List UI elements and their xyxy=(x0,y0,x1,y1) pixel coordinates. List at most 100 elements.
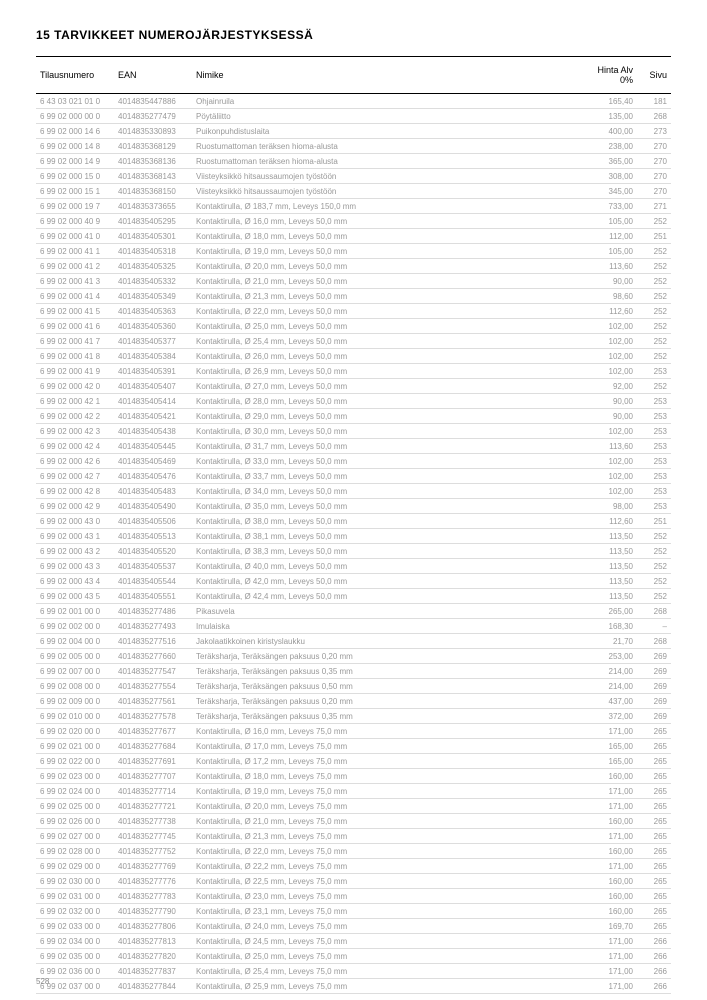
table-row: 6 99 02 026 00 04014835277738Kontaktirul… xyxy=(36,814,671,829)
cell-nimike: Kontaktirulla, Ø 38,0 mm, Leveys 50,0 mm xyxy=(192,514,591,529)
cell-sivu: 265 xyxy=(637,769,671,784)
cell-sivu: 266 xyxy=(637,949,671,964)
cell-nimike: Kontaktirulla, Ø 35,0 mm, Leveys 50,0 mm xyxy=(192,499,591,514)
cell-ean: 4014835405483 xyxy=(114,484,192,499)
cell-nimike: Kontaktirulla, Ø 17,0 mm, Leveys 75,0 mm xyxy=(192,739,591,754)
table-row: 6 99 02 033 00 04014835277806Kontaktirul… xyxy=(36,919,671,934)
table-row: 6 99 02 000 43 44014835405544Kontaktirul… xyxy=(36,574,671,589)
cell-hinta: 160,00 xyxy=(591,904,637,919)
cell-ean: 4014835277516 xyxy=(114,634,192,649)
cell-sivu: 265 xyxy=(637,814,671,829)
cell-tilaus: 6 99 02 000 43 3 xyxy=(36,559,114,574)
table-row: 6 99 02 021 00 04014835277684Kontaktirul… xyxy=(36,739,671,754)
cell-sivu: 253 xyxy=(637,394,671,409)
cell-sivu: 253 xyxy=(637,469,671,484)
cell-hinta: 113,60 xyxy=(591,259,637,274)
cell-tilaus: 6 99 02 023 00 0 xyxy=(36,769,114,784)
cell-nimike: Kontaktirulla, Ø 40,0 mm, Leveys 50,0 mm xyxy=(192,559,591,574)
cell-ean: 4014835277660 xyxy=(114,649,192,664)
table-row: 6 99 02 000 42 84014835405483Kontaktirul… xyxy=(36,484,671,499)
cell-ean: 4014835405363 xyxy=(114,304,192,319)
cell-sivu: 253 xyxy=(637,484,671,499)
cell-hinta: 160,00 xyxy=(591,814,637,829)
cell-hinta: 171,00 xyxy=(591,964,637,979)
table-row: 6 99 02 034 00 04014835277813Kontaktirul… xyxy=(36,934,671,949)
cell-hinta: 135,00 xyxy=(591,109,637,124)
cell-ean: 4014835405407 xyxy=(114,379,192,394)
cell-nimike: Pikasuvela xyxy=(192,604,591,619)
cell-tilaus: 6 99 02 000 15 0 xyxy=(36,169,114,184)
cell-hinta: 113,50 xyxy=(591,544,637,559)
cell-sivu: 252 xyxy=(637,304,671,319)
cell-sivu: 266 xyxy=(637,979,671,994)
cell-ean: 4014835405421 xyxy=(114,409,192,424)
table-row: 6 99 02 005 00 04014835277660Teräksharja… xyxy=(36,649,671,664)
cell-tilaus: 6 99 02 000 41 4 xyxy=(36,289,114,304)
cell-sivu: 265 xyxy=(637,889,671,904)
cell-nimike: Kontaktirulla, Ø 26,0 mm, Leveys 50,0 mm xyxy=(192,349,591,364)
cell-nimike: Pöytäliitto xyxy=(192,109,591,124)
cell-tilaus: 6 99 02 034 00 0 xyxy=(36,934,114,949)
cell-sivu: 265 xyxy=(637,739,671,754)
table-header-row: Tilausnumero EAN Nimike Hinta Alv 0% Siv… xyxy=(36,57,671,94)
cell-hinta: 90,00 xyxy=(591,394,637,409)
cell-ean: 4014835330893 xyxy=(114,124,192,139)
cell-hinta: 171,00 xyxy=(591,784,637,799)
table-row: 6 99 02 000 42 24014835405421Kontaktirul… xyxy=(36,409,671,424)
cell-ean: 4014835405295 xyxy=(114,214,192,229)
cell-nimike: Kontaktirulla, Ø 22,0 mm, Leveys 50,0 mm xyxy=(192,304,591,319)
cell-tilaus: 6 99 02 010 00 0 xyxy=(36,709,114,724)
cell-hinta: 112,00 xyxy=(591,229,637,244)
table-row: 6 99 02 000 42 74014835405476Kontaktirul… xyxy=(36,469,671,484)
cell-tilaus: 6 99 02 028 00 0 xyxy=(36,844,114,859)
cell-hinta: 165,00 xyxy=(591,754,637,769)
table-row: 6 99 02 000 42 04014835405407Kontaktirul… xyxy=(36,379,671,394)
cell-hinta: 102,00 xyxy=(591,349,637,364)
cell-ean: 4014835405445 xyxy=(114,439,192,454)
table-row: 6 43 03 021 01 04014835447886Ohjainruila… xyxy=(36,94,671,109)
cell-ean: 4014835277493 xyxy=(114,619,192,634)
cell-sivu: 252 xyxy=(637,319,671,334)
cell-nimike: Kontaktirulla, Ø 30,0 mm, Leveys 50,0 mm xyxy=(192,424,591,439)
cell-tilaus: 6 99 02 004 00 0 xyxy=(36,634,114,649)
cell-tilaus: 6 99 02 009 00 0 xyxy=(36,694,114,709)
cell-nimike: Kontaktirulla, Ø 25,4 mm, Leveys 75,0 mm xyxy=(192,964,591,979)
cell-hinta: 102,00 xyxy=(591,484,637,499)
cell-ean: 4014835405414 xyxy=(114,394,192,409)
table-row: 6 99 02 000 42 44014835405445Kontaktirul… xyxy=(36,439,671,454)
table-row: 6 99 02 020 00 04014835277677Kontaktirul… xyxy=(36,724,671,739)
cell-nimike: Teräksharja, Teräksängen paksuus 0,35 mm xyxy=(192,664,591,679)
cell-ean: 4014835405544 xyxy=(114,574,192,589)
table-row: 6 99 02 007 00 04014835277547Teräksharja… xyxy=(36,664,671,679)
table-row: 6 99 02 002 00 04014835277493Imulaiska16… xyxy=(36,619,671,634)
table-row: 6 99 02 000 43 34014835405537Kontaktirul… xyxy=(36,559,671,574)
cell-ean: 4014835277691 xyxy=(114,754,192,769)
cell-tilaus: 6 99 02 022 00 0 xyxy=(36,754,114,769)
cell-tilaus: 6 99 02 021 00 0 xyxy=(36,739,114,754)
cell-hinta: 90,00 xyxy=(591,409,637,424)
cell-hinta: 21,70 xyxy=(591,634,637,649)
cell-ean: 4014835277806 xyxy=(114,919,192,934)
cell-nimike: Kontaktirulla, Ø 42,4 mm, Leveys 50,0 mm xyxy=(192,589,591,604)
cell-nimike: Kontaktirulla, Ø 25,0 mm, Leveys 50,0 mm xyxy=(192,319,591,334)
cell-sivu: 252 xyxy=(637,589,671,604)
cell-sivu: 253 xyxy=(637,364,671,379)
table-row: 6 99 02 008 00 04014835277554Teräksharja… xyxy=(36,679,671,694)
table-row: 6 99 02 000 14 64014835330893Puikonpuhdi… xyxy=(36,124,671,139)
cell-nimike: Kontaktirulla, Ø 183,7 mm, Leveys 150,0 … xyxy=(192,199,591,214)
cell-tilaus: 6 99 02 000 15 1 xyxy=(36,184,114,199)
cell-ean: 4014835277554 xyxy=(114,679,192,694)
cell-ean: 4014835277790 xyxy=(114,904,192,919)
cell-sivu: 271 xyxy=(637,199,671,214)
table-row: 6 99 02 000 41 34014835405332Kontaktirul… xyxy=(36,274,671,289)
cell-sivu: 270 xyxy=(637,169,671,184)
col-header-sivu: Sivu xyxy=(637,57,671,94)
cell-nimike: Kontaktirulla, Ø 20,0 mm, Leveys 50,0 mm xyxy=(192,259,591,274)
cell-nimike: Kontaktirulla, Ø 22,0 mm, Leveys 75,0 mm xyxy=(192,844,591,859)
cell-hinta: 113,60 xyxy=(591,439,637,454)
col-header-tilaus: Tilausnumero xyxy=(36,57,114,94)
table-row: 6 99 02 009 00 04014835277561Teräksharja… xyxy=(36,694,671,709)
cell-ean: 4014835405520 xyxy=(114,544,192,559)
cell-hinta: 92,00 xyxy=(591,379,637,394)
cell-nimike: Kontaktirulla, Ø 19,0 mm, Leveys 75,0 mm xyxy=(192,784,591,799)
